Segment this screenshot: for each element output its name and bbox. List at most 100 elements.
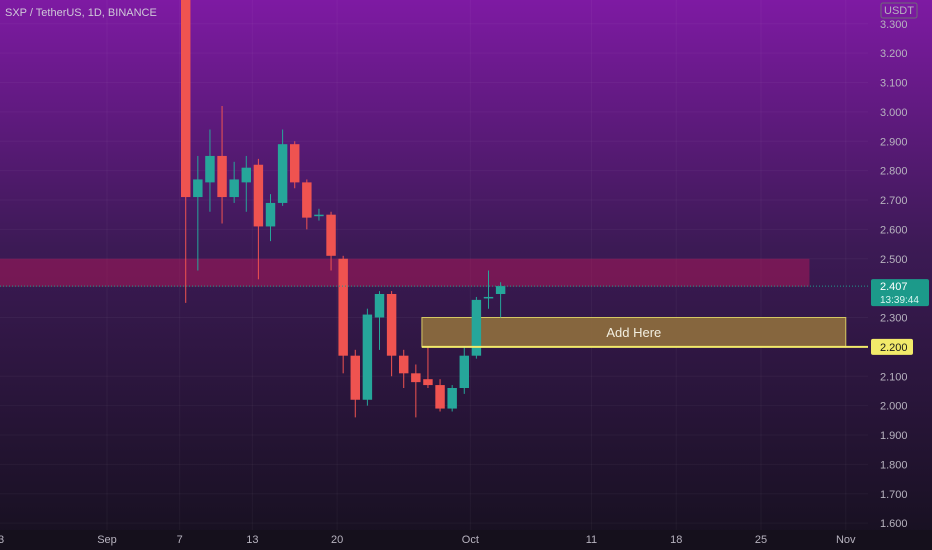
candle-body xyxy=(374,294,385,318)
candle xyxy=(459,346,470,394)
x-tick-label: 23 xyxy=(0,534,4,546)
candle xyxy=(338,255,348,374)
y-tick-label: 2.700 xyxy=(880,195,908,207)
candle-body xyxy=(338,258,348,356)
candle xyxy=(435,379,445,412)
candle xyxy=(314,208,324,221)
support-level-label: 2.200 xyxy=(880,342,908,354)
y-tick-label: 3.100 xyxy=(880,78,908,90)
candle xyxy=(483,270,494,309)
countdown-label: 13:39:44 xyxy=(880,295,919,306)
x-tick-label: 11 xyxy=(586,534,597,546)
candle-body xyxy=(265,202,276,227)
support-zone-label: Add Here xyxy=(606,325,661,340)
y-tick-label: 2.800 xyxy=(880,166,908,178)
support-level-badge: 2.200 xyxy=(871,338,913,355)
candle-body xyxy=(314,214,324,217)
candle-body xyxy=(193,179,203,198)
x-tick-label: 7 xyxy=(177,534,183,546)
candle xyxy=(229,161,239,203)
y-tick-label: 3.200 xyxy=(880,48,908,60)
candle xyxy=(447,385,457,412)
candle xyxy=(205,129,215,212)
x-tick-label: Oct xyxy=(462,534,479,546)
candle-body xyxy=(423,379,433,386)
candle-body xyxy=(362,314,373,400)
candle-body xyxy=(398,355,409,374)
x-tick-label: Nov xyxy=(836,534,856,546)
candle-body xyxy=(277,144,288,203)
x-tick-label: 20 xyxy=(331,534,343,546)
candle-body xyxy=(435,385,445,409)
candle-body xyxy=(483,296,494,299)
last-price-badge: 2.407 13:39:44 xyxy=(871,279,929,307)
support-level-badge-bg xyxy=(871,338,913,355)
candle-body xyxy=(411,373,421,383)
candle xyxy=(217,106,227,224)
time-axis-area[interactable] xyxy=(0,530,932,550)
candle-body xyxy=(302,182,312,218)
support-zone xyxy=(421,317,847,348)
symbol-title: SXP / TetherUS, 1D, BINANCE xyxy=(5,7,157,19)
candle-body xyxy=(350,355,361,400)
y-tick-label: 3.000 xyxy=(880,107,908,119)
candle xyxy=(423,346,433,388)
candle xyxy=(411,364,421,418)
y-tick-label: 2.100 xyxy=(880,371,908,383)
candle-body xyxy=(447,388,457,409)
resistance-zone xyxy=(0,258,810,287)
candle-body xyxy=(241,167,252,183)
price-zones: Add Here xyxy=(0,258,847,348)
y-tick-label: 2.000 xyxy=(880,401,908,413)
candles xyxy=(180,0,506,418)
candle xyxy=(302,179,312,230)
x-tick-label: 18 xyxy=(670,534,682,546)
candle xyxy=(265,194,276,242)
candle xyxy=(289,141,300,189)
candle xyxy=(241,155,252,212)
candle xyxy=(374,291,385,350)
y-tick-label: 2.300 xyxy=(880,313,908,325)
candle-body xyxy=(386,294,397,356)
last-price-label: 2.407 xyxy=(880,281,908,293)
y-tick-label: 1.900 xyxy=(880,430,908,442)
candle-body xyxy=(229,179,239,198)
candle-body xyxy=(459,355,470,388)
y-tick-label: 3.300 xyxy=(880,19,908,31)
candle xyxy=(277,129,288,206)
candle-body xyxy=(326,214,336,256)
candle xyxy=(398,349,409,388)
candle-body xyxy=(180,0,191,198)
currency-badge-label: USDT xyxy=(884,5,914,17)
y-tick-label: 1.700 xyxy=(880,489,908,501)
candle xyxy=(326,211,336,271)
x-tick-label: 13 xyxy=(246,534,258,546)
candle-body xyxy=(217,155,227,198)
time-axis[interactable]: 23 Sep 7 13 20 Oct 11 18 25 Nov xyxy=(0,530,932,550)
candle xyxy=(495,282,506,318)
candle xyxy=(362,308,373,406)
candle-body xyxy=(471,299,482,356)
currency-badge-frame xyxy=(880,2,918,19)
y-tick-label: 1.800 xyxy=(880,459,908,471)
candle xyxy=(471,296,482,359)
candle xyxy=(193,155,203,271)
candle-body xyxy=(495,286,506,294)
candle-body xyxy=(205,155,215,183)
candle xyxy=(180,0,191,303)
x-tick-label: Sep xyxy=(97,534,117,546)
candle xyxy=(253,158,264,280)
price-axis[interactable]: USDT 3.300 3.200 3.100 3.000 2.900 2.800 2.700 2… xyxy=(868,0,932,550)
candle-body xyxy=(289,144,300,183)
x-tick-label: 25 xyxy=(755,534,767,546)
currency-badge: USDT xyxy=(880,2,918,19)
price-lines xyxy=(0,285,868,348)
y-tick-label: 1.600 xyxy=(880,518,908,530)
last-price-badge-bg xyxy=(871,279,929,307)
candle-body xyxy=(253,164,264,227)
candle xyxy=(350,349,361,418)
y-tick-label: 2.600 xyxy=(880,224,908,236)
candle xyxy=(386,291,397,377)
